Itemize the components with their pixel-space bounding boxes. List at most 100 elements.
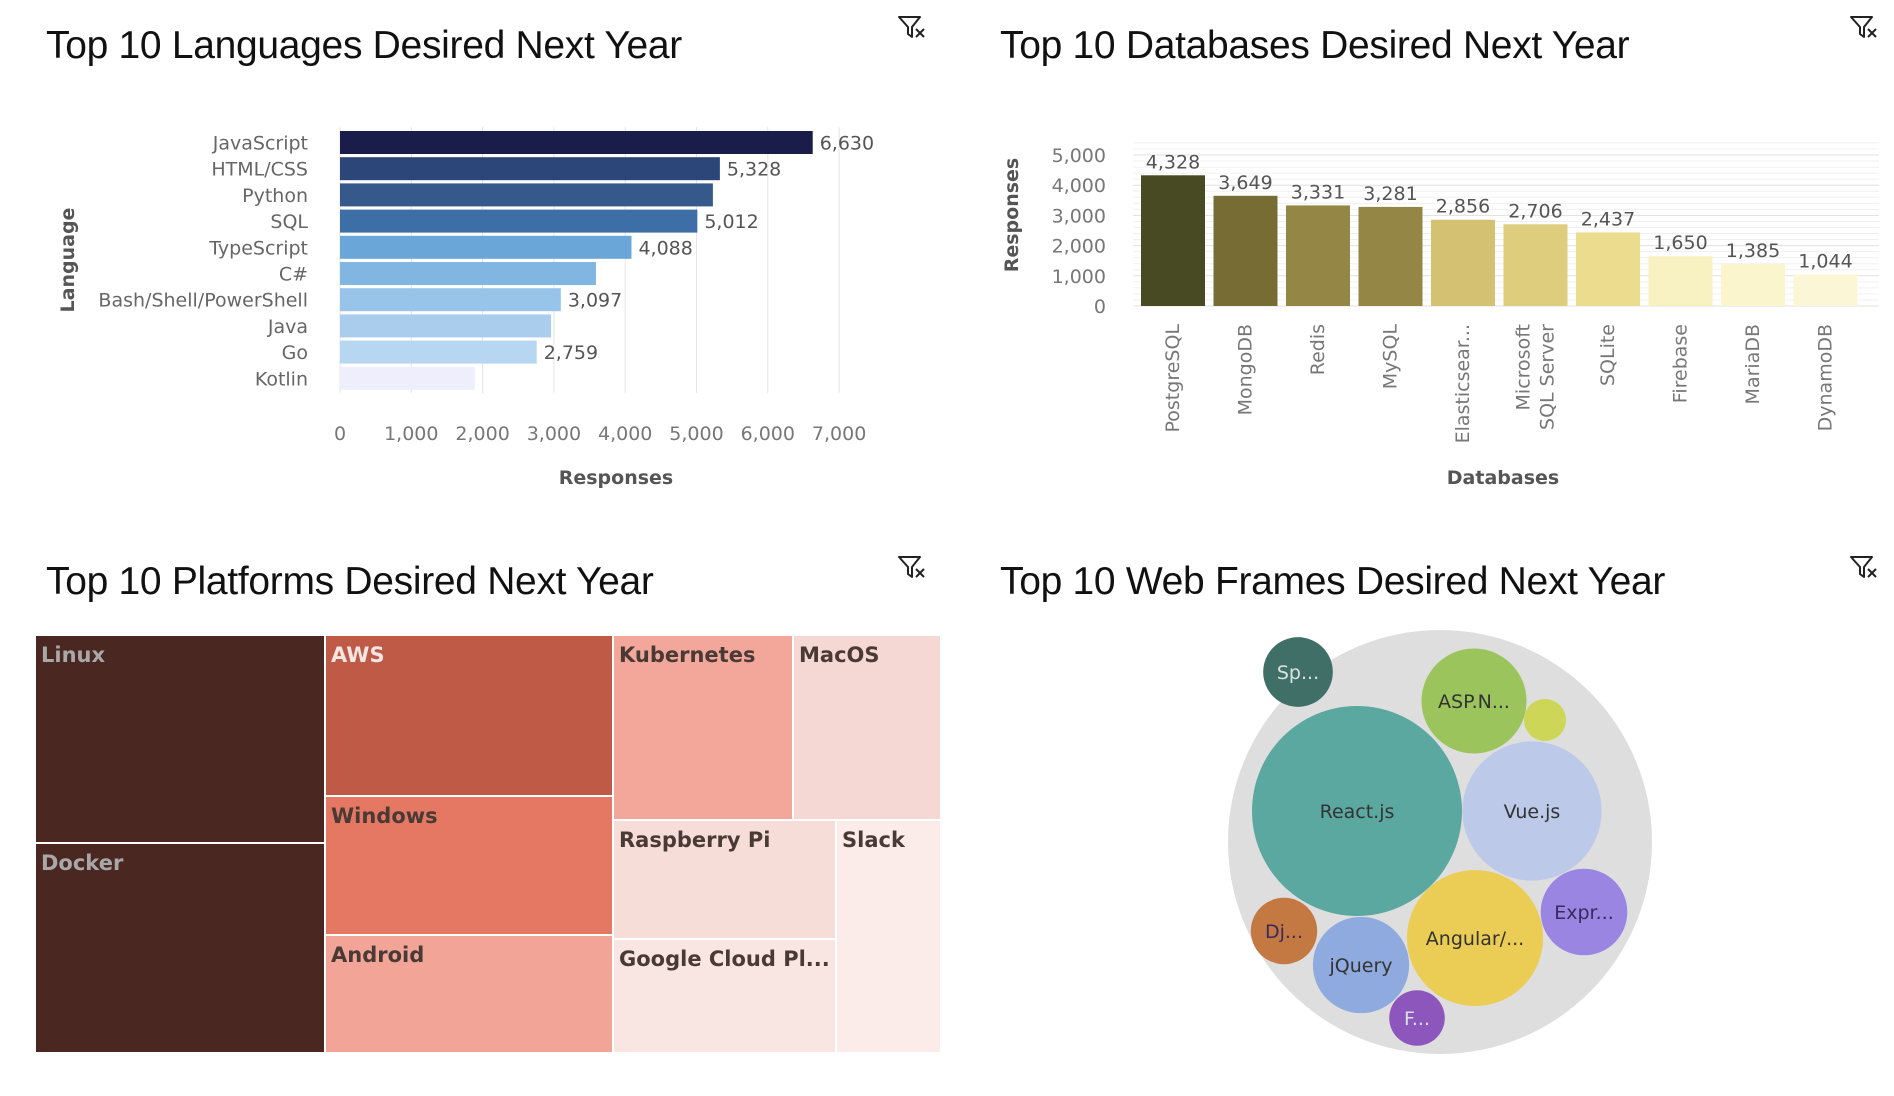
bar	[1721, 264, 1785, 306]
category-label: Redis	[1307, 324, 1329, 375]
data-label: 3,331	[1291, 181, 1345, 203]
databases-title: Top 10 Databases Desired Next Year	[1000, 24, 1630, 67]
category-label: MariaDB	[1742, 324, 1764, 404]
category-label: SQLite	[1597, 324, 1619, 386]
bar	[340, 183, 713, 207]
filter-icon[interactable]	[896, 552, 926, 582]
bubble-label: F...	[1404, 1008, 1430, 1030]
filter-icon[interactable]	[1848, 552, 1878, 582]
y-tick-label: 3,000	[1052, 205, 1106, 227]
x-axis-label: Databases	[1447, 467, 1559, 489]
treemap-label: Google Cloud Pl...	[619, 947, 830, 971]
x-tick-label: 0	[334, 423, 346, 445]
category-label: Elasticsear...	[1452, 324, 1474, 443]
x-tick-label: 5,000	[669, 423, 723, 445]
bar	[1431, 219, 1495, 306]
bubble	[1389, 990, 1445, 1046]
filter-icon[interactable]	[1848, 12, 1878, 42]
bubble-label: jQuery	[1328, 955, 1392, 977]
category-label: SQL	[270, 211, 308, 233]
category-label: Microsoft	[1513, 324, 1535, 410]
treemap-label: AWS	[331, 643, 385, 667]
treemap-label: Slack	[842, 828, 906, 852]
bar	[1503, 224, 1568, 306]
platforms-panel: Top 10 Platforms Desired Next Year Linux…	[0, 540, 950, 1096]
bubble-label: Dj...	[1265, 921, 1303, 943]
category-label: MongoDB	[1235, 324, 1257, 415]
treemap-label: Raspberry Pi	[619, 828, 770, 852]
bubble	[1263, 637, 1333, 707]
webframes-title: Top 10 Web Frames Desired Next Year	[1000, 560, 1666, 603]
bubble	[1421, 648, 1527, 754]
category-label: Java	[267, 316, 308, 338]
bar	[340, 314, 552, 338]
bar	[340, 288, 561, 312]
treemap-tile	[612, 819, 837, 940]
category-label: Kotlin	[255, 368, 308, 390]
x-tick-label: 3,000	[527, 423, 581, 445]
bar	[340, 157, 720, 181]
bar	[340, 366, 475, 390]
data-label: 2,856	[1436, 196, 1490, 218]
category-label: MySQL	[1380, 324, 1402, 390]
data-label: 1,044	[1798, 250, 1852, 272]
data-label: 3,649	[1218, 172, 1272, 194]
data-label: 2,437	[1581, 208, 1635, 230]
x-tick-label: 1,000	[384, 423, 438, 445]
treemap-tile	[612, 938, 837, 1054]
filter-icon[interactable]	[896, 12, 926, 42]
bubble-label: Angular/...	[1426, 928, 1524, 950]
x-tick-label: 7,000	[812, 423, 866, 445]
bar	[340, 262, 596, 285]
bubble	[1462, 741, 1602, 881]
bubble-label: React.js	[1320, 801, 1395, 823]
category-label: PostgreSQL	[1162, 324, 1184, 433]
webframes-panel: Top 10 Web Frames Desired Next Year Reac…	[950, 540, 1894, 1096]
platforms-title: Top 10 Platforms Desired Next Year	[46, 560, 654, 603]
data-label: 1,385	[1726, 240, 1780, 262]
category-label: Python	[242, 185, 308, 207]
bubble	[1540, 868, 1628, 956]
x-axis-label: Responses	[559, 467, 674, 489]
x-tick-label: 6,000	[741, 423, 795, 445]
treemap-tile	[34, 634, 326, 844]
bubble	[1250, 897, 1318, 965]
bar	[340, 235, 632, 259]
data-label: 1,650	[1653, 232, 1707, 254]
data-label: 3,281	[1363, 183, 1417, 205]
languages-chart: 0 1,000 2,000 3,000 4,000 5,000 6,000 7,000 Java…	[57, 127, 874, 489]
treemap-tile	[34, 842, 326, 1054]
languages-panel: Top 10 Languages Desired Next Year 0 1,00…	[0, 0, 950, 540]
treemap-tile	[324, 934, 614, 1054]
bubble	[1252, 706, 1462, 916]
data-label: 4,088	[638, 237, 692, 259]
x-tick-label: 2,000	[455, 423, 509, 445]
category-label: SQL Server	[1537, 324, 1559, 430]
category-label: Bash/Shell/PowerShell	[98, 290, 308, 312]
bar	[1576, 232, 1640, 306]
bar	[1286, 205, 1350, 306]
platforms-treemap: Linux Docker AWS Windows Android Kubernetes Ma…	[34, 634, 942, 1054]
bubble	[1524, 699, 1566, 741]
treemap-label: Kubernetes	[619, 643, 755, 667]
y-tick-label: 1,000	[1052, 266, 1106, 288]
treemap-tile	[792, 634, 942, 821]
bubble	[1406, 869, 1544, 1007]
bar	[1358, 206, 1423, 306]
data-label: 6,630	[820, 133, 874, 155]
bar	[340, 340, 537, 364]
bar	[1648, 256, 1713, 306]
bubble	[1312, 916, 1410, 1014]
treemap-tile	[835, 819, 942, 1054]
data-label: 4,328	[1146, 151, 1200, 173]
category-label: JavaScript	[212, 133, 308, 155]
data-label: 5,012	[704, 211, 758, 233]
x-tick-label: 4,000	[598, 423, 652, 445]
languages-title: Top 10 Languages Desired Next Year	[46, 24, 682, 67]
treemap-tile	[324, 795, 614, 936]
bar	[1141, 175, 1205, 306]
y-axis-label: Language	[57, 208, 79, 313]
data-label: 5,328	[727, 159, 781, 181]
bubble-label: Vue.js	[1504, 801, 1561, 823]
bar	[340, 209, 698, 233]
